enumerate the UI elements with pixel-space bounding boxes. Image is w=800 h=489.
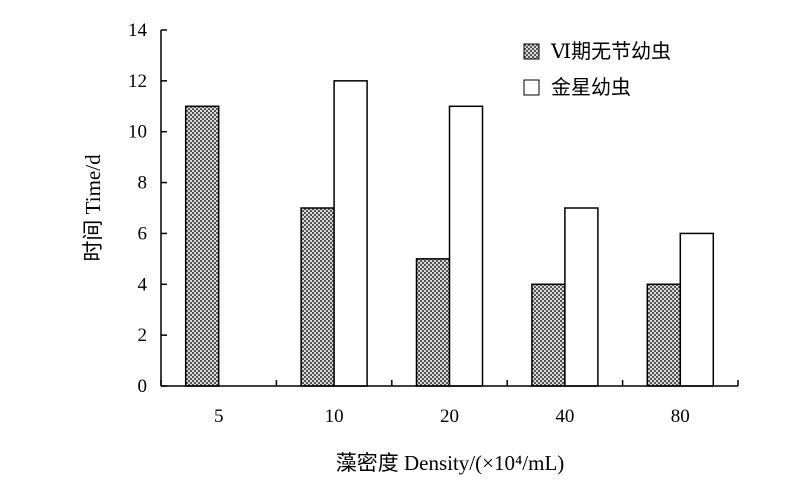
y-tick-label: 12 xyxy=(128,71,147,92)
x-ticks: 5 10 20 40 80 xyxy=(160,380,739,427)
y-tick-label: 6 xyxy=(138,223,148,244)
bar-series-1-10 xyxy=(300,207,335,387)
y-axis-title: 时间 Time/d xyxy=(81,154,105,262)
y-tick-label: 14 xyxy=(128,20,148,41)
bars xyxy=(184,80,715,387)
legend-label-series-1: Ⅵ期无节幼虫 xyxy=(550,40,671,63)
bar-series-1-80 xyxy=(646,283,682,387)
x-tick-label: 40 xyxy=(555,406,574,427)
axes xyxy=(160,30,738,387)
x-axis-title: 藻密度 Density/(×10⁴/mL) xyxy=(336,451,565,475)
bar-series-2-40 xyxy=(564,207,599,387)
bar-series-2-80 xyxy=(679,232,715,387)
y-tick-label: 10 xyxy=(128,122,147,143)
y-tick-label: 0 xyxy=(138,376,148,397)
x-tick-label: 10 xyxy=(325,406,344,427)
y-tick-label: 4 xyxy=(138,274,148,295)
legend: Ⅵ期无节幼虫 金星幼虫 xyxy=(523,40,671,99)
bar-series-2-20 xyxy=(448,105,484,387)
bar-series-1-40 xyxy=(531,283,566,387)
legend-swatch-series-1 xyxy=(523,43,540,60)
bar-series-2-10 xyxy=(333,80,368,387)
legend-swatch-series-2 xyxy=(523,79,540,96)
x-tick-label: 5 xyxy=(214,406,224,427)
bar-series-1-5 xyxy=(184,105,220,387)
bar-series-1-20 xyxy=(415,258,451,387)
x-tick-label: 20 xyxy=(440,406,459,427)
x-tick-label: 80 xyxy=(671,406,690,427)
legend-label-series-2: 金星幼虫 xyxy=(551,76,631,99)
y-ticks: 0 2 4 6 8 10 12 14 xyxy=(128,20,167,397)
y-tick-label: 2 xyxy=(138,325,148,346)
y-tick-label: 8 xyxy=(138,173,148,194)
